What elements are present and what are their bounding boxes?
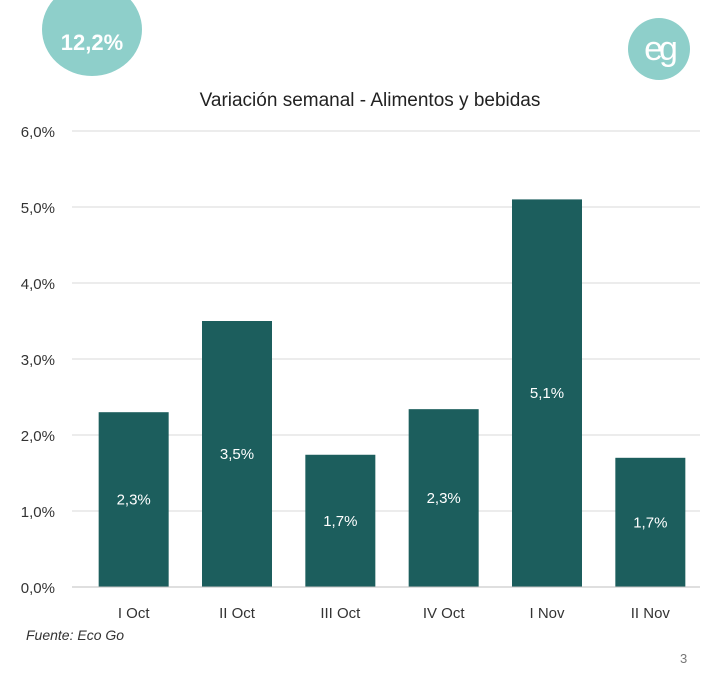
x-tick-label: II Nov	[631, 605, 671, 622]
x-tick-label: III Oct	[320, 605, 361, 622]
y-tick-label: 1,0%	[21, 504, 55, 521]
bar-data-label: 3,5%	[220, 446, 254, 463]
bar	[305, 454, 376, 587]
x-tick-label: IV Oct	[423, 605, 466, 622]
bar	[408, 409, 479, 587]
x-tick-label: I Oct	[118, 605, 151, 622]
y-tick-label: 3,0%	[21, 352, 55, 369]
y-tick-label: 0,0%	[21, 580, 55, 597]
bar-data-label: 2,3%	[427, 490, 461, 507]
bar-data-label: 1,7%	[633, 514, 667, 531]
bar	[512, 199, 582, 587]
y-tick-label: 4,0%	[21, 276, 55, 293]
bar-data-label: 1,7%	[323, 513, 357, 530]
bar	[98, 412, 169, 587]
bar-data-label: 5,1%	[530, 385, 564, 402]
y-tick-label: 2,0%	[21, 428, 55, 445]
y-tick-label: 6,0%	[21, 124, 55, 141]
page-number: 3	[680, 651, 688, 666]
bar	[615, 457, 686, 587]
eg-logo-icon: eg	[628, 18, 690, 80]
y-tick-label: 5,0%	[21, 200, 55, 217]
chart-title: Variación semanal - Alimentos y bebidas	[200, 90, 541, 111]
headline-value: 12,2%	[60, 29, 124, 55]
x-tick-label: I Nov	[529, 605, 565, 622]
source-note: Fuente: Eco Go	[26, 627, 125, 643]
x-tick-label: II Oct	[219, 605, 256, 622]
eg-logo-mark: eg	[644, 30, 680, 68]
bar	[202, 321, 272, 587]
headline-badge: 12,2%	[42, 0, 142, 76]
bar-data-label: 2,3%	[117, 492, 151, 509]
